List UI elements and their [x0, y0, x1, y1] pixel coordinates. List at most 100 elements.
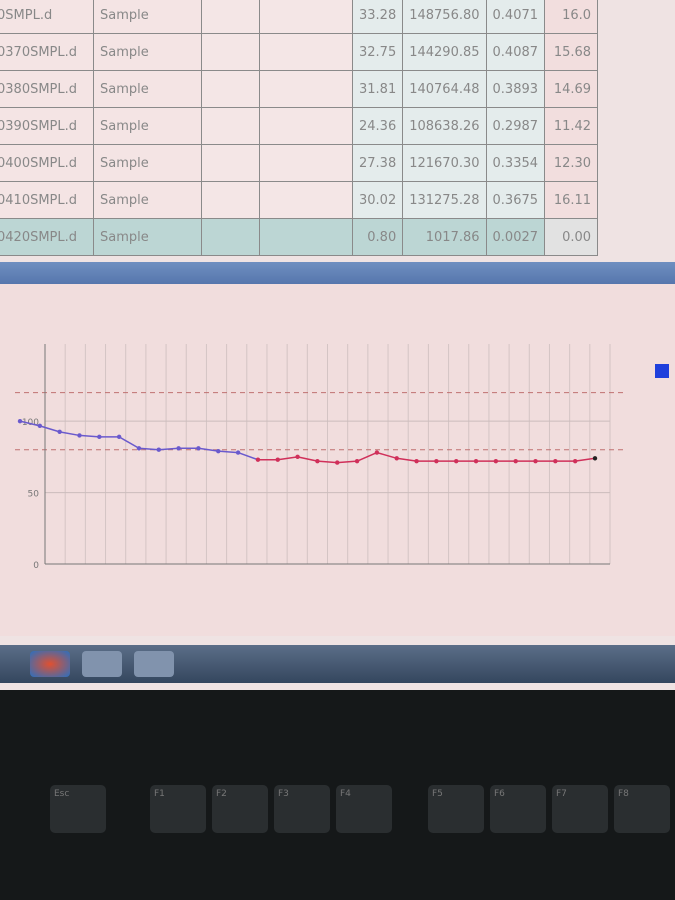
cell-empty — [259, 0, 353, 34]
series-segment — [79, 434, 100, 438]
series-segment — [356, 451, 378, 462]
data-point — [17, 418, 23, 424]
data-point — [196, 446, 201, 451]
key-f6[interactable]: F6 — [490, 785, 546, 833]
key-f4[interactable]: F4 — [336, 785, 392, 833]
cell-empty — [201, 70, 260, 108]
table-row[interactable]: 0400SMPL.d Sample 27.38 121670.30 0.3354 12.3… — [0, 144, 599, 182]
cell-d: 0.00 — [544, 218, 599, 256]
chart-panel: 050100 — [0, 284, 675, 636]
data-point — [57, 429, 62, 435]
cell-d: 15.68 — [544, 33, 599, 71]
data-point — [394, 456, 399, 461]
app-icon[interactable] — [82, 651, 122, 677]
data-point — [235, 450, 241, 455]
cell-type: Sample — [93, 33, 202, 71]
cell-type: Sample — [93, 181, 202, 219]
table-row[interactable]: 0380SMPL.d Sample 31.81 140764.48 0.3893 14.6… — [0, 70, 599, 108]
data-point — [434, 458, 439, 464]
data-point — [97, 434, 102, 440]
cell-empty — [259, 181, 353, 219]
series-segment — [218, 450, 239, 454]
series-segment — [59, 431, 80, 437]
series-segment — [138, 447, 159, 451]
cell-type: Sample — [93, 0, 202, 34]
data-point — [116, 434, 122, 440]
cell-a: 27.38 — [351, 144, 404, 182]
key-f3[interactable]: F3 — [274, 785, 330, 833]
start-orb-icon[interactable] — [30, 651, 70, 677]
table-row[interactable]: 0SMPL.d Sample 33.28 148756.80 0.4071 16.0 — [0, 0, 599, 34]
cell-c: 0.0027 — [485, 218, 546, 256]
series-segment — [158, 447, 179, 451]
cell-empty — [201, 107, 260, 145]
series-segment — [337, 460, 358, 464]
cell-c: 0.3354 — [485, 144, 546, 182]
key-f5[interactable]: F5 — [428, 785, 484, 833]
table-row[interactable]: 0390SMPL.d Sample 24.36 108638.26 0.2987 11.4… — [0, 107, 599, 145]
cell-type: Sample — [93, 144, 202, 182]
cell-a: 24.36 — [351, 107, 404, 145]
data-point — [216, 448, 221, 454]
cell-empty — [201, 33, 260, 71]
app-icon-2[interactable] — [134, 651, 174, 677]
series-segment — [297, 456, 318, 462]
key-f1[interactable]: F1 — [150, 785, 206, 833]
cell-b: 121670.30 — [402, 144, 487, 182]
data-point — [493, 458, 499, 464]
series-segment — [39, 425, 60, 433]
series-segment — [19, 420, 41, 427]
cell-name: 0390SMPL.d — [0, 107, 94, 145]
table-row[interactable]: 0420SMPL.d Sample 0.80 1017.86 0.0027 0.00 — [0, 218, 599, 256]
series-segment — [118, 436, 140, 449]
cell-type: Sample — [93, 107, 202, 145]
key-f8[interactable]: F8 — [614, 785, 670, 833]
data-point — [77, 433, 82, 438]
key-f7[interactable]: F7 — [552, 785, 608, 833]
y-tick-label: 0 — [33, 561, 39, 571]
key-f2[interactable]: F2 — [212, 785, 268, 833]
cell-name: 0410SMPL.d — [0, 181, 94, 219]
series-segment — [277, 456, 298, 461]
data-point — [354, 458, 360, 464]
cell-b: 140764.48 — [402, 70, 487, 108]
line-chart: 050100 — [15, 344, 669, 571]
data-point — [533, 458, 538, 464]
chart-window-titlebar[interactable] — [0, 262, 675, 284]
data-point — [374, 450, 380, 455]
cell-empty — [201, 218, 260, 256]
taskbar — [0, 645, 675, 683]
data-point — [335, 460, 340, 465]
keyboard-area: Esc F1 F2 F3 F4 F5 F6 F7 F8 — [0, 690, 675, 900]
cell-d: 16.11 — [544, 181, 599, 219]
cell-b: 108638.26 — [402, 107, 487, 145]
series-segment — [317, 460, 338, 464]
data-point — [315, 458, 320, 464]
cell-type: Sample — [93, 218, 202, 256]
cell-type: Sample — [93, 70, 202, 108]
cell-name: 0400SMPL.d — [0, 144, 94, 182]
cell-c: 0.4087 — [485, 33, 546, 71]
data-point — [255, 457, 261, 462]
cell-d: 16.0 — [544, 0, 599, 34]
results-table: 0SMPL.d Sample 33.28 148756.80 0.4071 16.0 037… — [0, 0, 599, 256]
data-point — [176, 446, 181, 451]
cell-a: 30.02 — [351, 181, 404, 219]
cell-b: 1017.86 — [402, 218, 487, 256]
table-row[interactable]: 0410SMPL.d Sample 30.02 131275.28 0.3675 16.1… — [0, 181, 599, 219]
data-point — [37, 423, 43, 429]
data-point — [414, 458, 419, 464]
data-point — [473, 458, 479, 464]
series-segment — [376, 451, 397, 460]
cell-a: 0.80 — [351, 218, 404, 256]
table-row[interactable]: 0370SMPL.d Sample 32.75 144290.85 0.4087 15.6… — [0, 33, 599, 71]
cell-empty — [259, 107, 353, 145]
data-point — [295, 454, 300, 460]
cell-empty — [201, 144, 260, 182]
data-point — [553, 458, 558, 464]
cell-empty — [259, 70, 353, 108]
monitor-screen: 0SMPL.d Sample 33.28 148756.80 0.4071 16.0 037… — [0, 0, 675, 690]
data-point — [136, 446, 142, 451]
key-esc[interactable]: Esc — [50, 785, 106, 833]
cell-c: 0.4071 — [485, 0, 546, 34]
